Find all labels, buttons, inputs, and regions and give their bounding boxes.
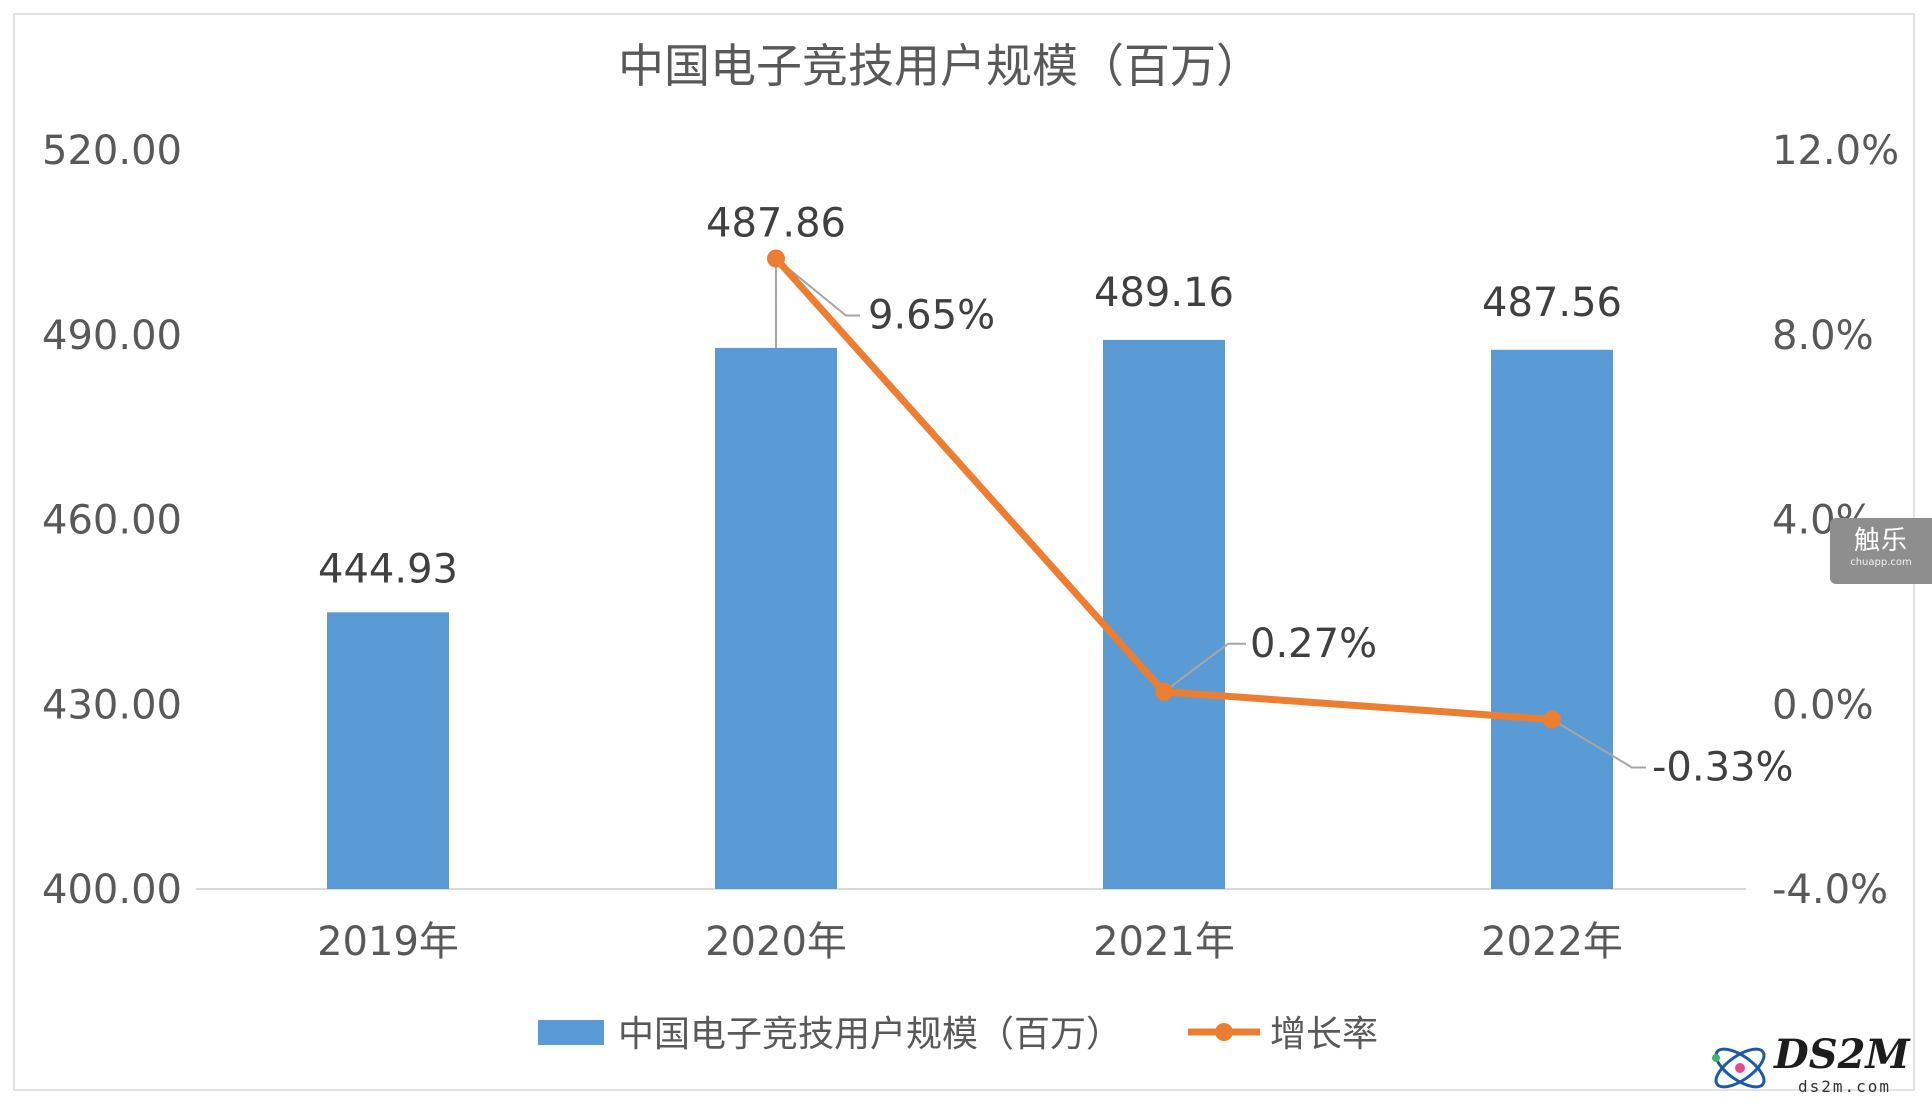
growth-point-2020年 [767,249,785,268]
badge-sub-text: chuapp.com [1850,557,1912,568]
right-tick-label: 8.0% [1772,313,1874,359]
leader-growth-2020 [775,257,860,317]
bar-2021年 [1103,339,1225,890]
right-tick-label: 0.0% [1772,682,1874,728]
left-tick-label: 460.00 [42,498,182,544]
atom-logo-icon [1712,1047,1766,1089]
left-tick-label: 520.00 [42,128,182,174]
x-axis: 2019年 2020年 2021年 2022年 [317,919,1623,965]
growth-value-label: 0.27% [1250,621,1377,667]
growth-value-label: 9.65% [868,293,995,339]
legend-swatch-marker [1215,1023,1233,1041]
left-axis: 400.00 430.00 460.00 490.00 520.00 [42,128,182,913]
bar-series [327,339,1613,890]
leader-growth-2022 [1551,718,1646,769]
growth-point-2022年 [1543,710,1561,729]
legend-label-line: 增长率 [1270,1014,1378,1055]
left-tick-label: 400.00 [42,867,182,913]
badge-main-text: 触乐 [1853,526,1908,556]
line-series [767,249,1561,729]
right-tick-label: 12.0% [1772,128,1899,174]
bar-2019年 [327,612,449,889]
bar-value-label: 487.86 [706,201,846,247]
bar-value-label: 444.93 [318,546,458,592]
left-tick-label: 430.00 [42,682,182,728]
bar-value-label: 489.16 [1094,270,1234,316]
bar-value-label: 487.56 [1482,280,1622,326]
x-tick-label: 2021年 [1093,919,1235,965]
legend-label-bar: 中国电子竞技用户规模（百万） [618,1014,1122,1055]
x-tick-label: 2020年 [705,919,847,965]
right-tick-label: -4.0% [1772,867,1888,913]
chuapp-badge: 触乐 chuapp.com [1830,518,1932,584]
bar-2020年 [715,347,837,889]
leader-growth-2021 [1163,642,1246,693]
x-tick-label: 2019年 [317,919,459,965]
watermark-sub-text: ds2m.com [1798,1077,1892,1096]
chart-title: 中国电子竞技用户规模（百万） [618,39,1262,93]
growth-point-2021年 [1155,682,1173,701]
leader-lines [775,257,1646,769]
watermark-main-text: DS2M [1774,1031,1910,1078]
data-labels: 444.93 487.86 489.16 487.56 9.65% 0.27% -0.33% [318,201,1794,791]
growth-value-label: -0.33% [1652,744,1794,790]
legend: 中国电子竞技用户规模（百万） 增长率 [538,1014,1378,1055]
left-tick-label: 490.00 [42,313,182,359]
legend-swatch-bar [538,1020,604,1045]
chart-border [13,13,1915,1091]
bar-2022年 [1491,349,1613,889]
x-tick-label: 2022年 [1481,919,1623,965]
ds2m-watermark: DS2M ds2m.com [1708,1030,1928,1102]
